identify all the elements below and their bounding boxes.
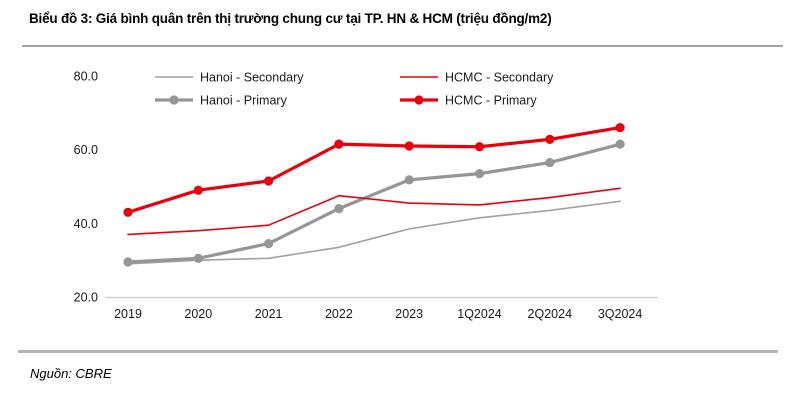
series-marker-hanoi-primary	[193, 253, 203, 263]
y-axis-tick-label: 60.0	[74, 143, 98, 157]
series-marker-hcmc-primary	[193, 185, 203, 195]
page-title: Biểu đồ 3: Giá bình quân trên thị trường…	[29, 11, 552, 26]
x-axis-tick-label: 2020	[184, 307, 212, 321]
x-axis-tick-label: 2021	[255, 307, 283, 321]
series-marker-hanoi-primary	[123, 257, 133, 267]
x-axis-tick-label: 2Q2024	[528, 307, 573, 321]
legend-marker-sample-hanoi-primary	[169, 95, 179, 105]
series-marker-hcmc-primary	[474, 142, 485, 152]
series-marker-hcmc-primary	[615, 122, 625, 133]
footer-divider	[18, 350, 778, 353]
title-divider	[22, 45, 783, 47]
source-note: Nguồn: CBRE	[30, 366, 112, 381]
x-axis-tick-label: 3Q2024	[598, 307, 643, 321]
series-marker-hanoi-primary	[474, 169, 485, 179]
x-axis-tick-label: 2023	[395, 307, 423, 321]
series-line-hcmc-primary	[126, 125, 622, 214]
x-axis-tick-label: 1Q2024	[457, 307, 502, 321]
x-axis-tick-label: 2022	[325, 307, 353, 321]
series-marker-hcmc-primary	[264, 176, 274, 186]
legend-label-hanoi-secondary: Hanoi - Secondary	[200, 71, 304, 85]
series-line-hanoi-secondary	[127, 200, 621, 265]
y-axis-tick-label: 40.0	[74, 217, 98, 231]
series-marker-hanoi-primary	[615, 139, 625, 149]
series-marker-hanoi-primary	[404, 175, 414, 185]
y-axis-tick-label: 20.0	[74, 291, 98, 305]
series-line-hanoi-primary	[126, 142, 622, 264]
series-marker-hcmc-primary	[545, 134, 555, 144]
series-marker-hanoi-primary	[545, 157, 555, 168]
y-axis-tick-label: 80.0	[74, 70, 98, 84]
legend-label-hcmc-primary: HCMC - Primary	[445, 94, 537, 108]
series-marker-hanoi-primary	[334, 204, 344, 214]
series-marker-hcmc-primary	[404, 141, 414, 151]
legend-label-hcmc-secondary: HCMC - Secondary	[445, 71, 554, 85]
series-marker-hanoi-primary	[264, 238, 274, 249]
series-marker-hcmc-primary	[123, 207, 133, 217]
series-marker-hcmc-primary	[334, 139, 344, 149]
legend-label-hanoi-primary: Hanoi - Primary	[200, 94, 288, 108]
series-line-hcmc-secondary	[127, 187, 621, 236]
x-axis-tick-label: 2019	[114, 307, 142, 321]
legend-marker-sample-hcmc-primary	[414, 95, 424, 105]
